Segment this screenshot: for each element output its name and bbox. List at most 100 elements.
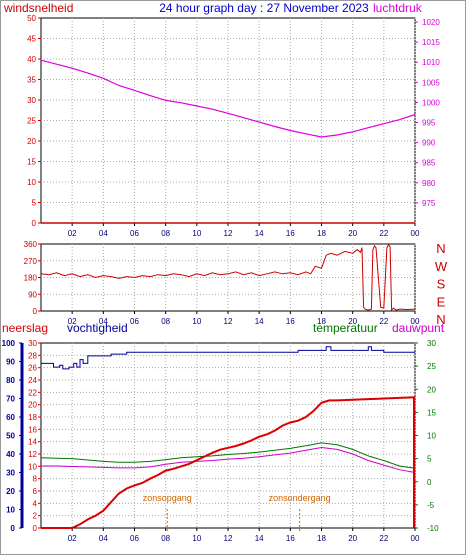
- temperature-tick-label: -5: [427, 501, 435, 510]
- wind-speed-tick-label: 50: [27, 14, 36, 23]
- dewpoint-axis-label: dauwpunt: [392, 321, 445, 335]
- pressure-tick-label: 1010: [422, 58, 440, 67]
- rain-line: [41, 396, 416, 529]
- temperature-tick-label: 5: [427, 455, 432, 464]
- humidity-tick-label: 70: [6, 395, 15, 404]
- rain-x-tick-label: 04: [99, 534, 108, 543]
- panel-wind-direction-series: [40, 244, 416, 312]
- pressure-tick-label: 1000: [422, 98, 440, 107]
- pressure-tick-label: 1015: [422, 38, 440, 47]
- pressure-tick-label: 975: [422, 199, 436, 208]
- rain-x-tick-label: 18: [317, 534, 326, 543]
- rain-tick-label: 22: [28, 388, 37, 397]
- rain-tick-label: 28: [28, 351, 37, 360]
- wind-speed-tick-label: 35: [27, 76, 36, 85]
- rain-x-tick-label: 20: [348, 534, 357, 543]
- wind-pressure-x-tick-label: 22: [379, 229, 388, 238]
- wind-pressure-x-tick-label: 06: [130, 229, 139, 238]
- panel-wind-pressure-x-axis: 02 04 06 08 10 12 14 16 18 20 22 00: [68, 223, 420, 238]
- pressure-tick-label: 980: [422, 179, 436, 188]
- wind-speed-tick-label: 10: [27, 178, 36, 187]
- rain-tick-label: 26: [28, 364, 37, 373]
- temperature-axis: -10 -5 0 5 10 15 20 25 30: [415, 339, 439, 533]
- rain-tick-label: 4: [33, 499, 38, 508]
- wind-pressure-x-tick-label: 04: [99, 229, 108, 238]
- wind-speed-tick-label: 15: [27, 158, 36, 167]
- wind-pressure-x-tick-label: 20: [348, 229, 357, 238]
- rain-tick-label: 0: [33, 524, 38, 533]
- temperature-axis-label: temperatuur: [313, 321, 378, 335]
- header-right-label: luchtdruk: [373, 1, 423, 15]
- rain-tick-label: 30: [28, 339, 37, 348]
- wind-direction-tick-label: 270: [24, 257, 38, 266]
- temperature-tick-label: 20: [427, 385, 436, 394]
- wind-pressure-x-tick-label: 08: [161, 229, 170, 238]
- humidity-axis-label: vochtigheid: [67, 321, 128, 335]
- compass-label: S: [437, 277, 446, 292]
- compass-label: W: [435, 259, 448, 274]
- temperature-line: [40, 442, 416, 469]
- panel-rain-series: [40, 346, 416, 529]
- rain-x-tick-label: 06: [130, 534, 139, 543]
- panel-wind-direction-x-axis: 02 04 06 08 10 12 14 16 18 20 22 00: [68, 311, 420, 326]
- temperature-tick-label: -10: [427, 524, 439, 533]
- rain-x-tick-label: 00: [411, 534, 420, 543]
- wind-speed-tick-label: 30: [27, 96, 36, 105]
- rain-tick-label: 16: [28, 425, 37, 434]
- wind-speed-tick-label: 40: [27, 55, 36, 64]
- panel-wind-pressure-series: [40, 59, 416, 224]
- wind-direction-x-tick-label: 22: [379, 317, 388, 326]
- wind-direction-x-tick-label: 08: [161, 317, 170, 326]
- wind-pressure-x-tick-label: 16: [286, 229, 295, 238]
- sunset-label: zonsondergang: [269, 493, 331, 503]
- wind-direction-x-tick-label: 00: [411, 317, 420, 326]
- compass-label: N: [436, 312, 445, 327]
- wind-direction-tick-label: 90: [28, 290, 37, 299]
- temperature-tick-label: 25: [427, 362, 436, 371]
- wind-pressure-x-tick-label: 02: [68, 229, 77, 238]
- wind-direction-x-tick-label: 10: [192, 317, 201, 326]
- wind-direction-x-tick-label: 16: [286, 317, 295, 326]
- sunrise-label: zonsopgang: [143, 493, 192, 503]
- humidity-tick-label: 0: [11, 524, 16, 533]
- wind-direction-tick-label: 0: [33, 307, 38, 316]
- humidity-tick-label: 40: [6, 450, 15, 459]
- rain-tick-label: 10: [28, 462, 37, 471]
- wind-speed-tick-label: 5: [32, 199, 37, 208]
- compass-label: E: [437, 294, 446, 309]
- wind-direction-tick-label: 180: [24, 274, 38, 283]
- compass-label: N: [436, 241, 445, 256]
- rain-tick-label: 14: [28, 438, 37, 447]
- humidity-tick-label: 80: [6, 376, 15, 385]
- rain-x-tick-label: 12: [224, 534, 233, 543]
- rain-tick-label: 6: [33, 487, 38, 496]
- humidity-axis: 0 10 20 30 40 50 60 70 80 90 100: [2, 339, 24, 533]
- humidity-line: [41, 346, 415, 370]
- pressure-tick-label: 990: [422, 139, 436, 148]
- wind-speed-tick-label: 0: [32, 219, 37, 228]
- rain-tick-label: 24: [28, 376, 37, 385]
- wind-direction-line: [40, 244, 416, 312]
- wind-direction-x-tick-label: 06: [130, 317, 139, 326]
- wind-pressure-x-tick-label: 12: [224, 229, 233, 238]
- wind-speed-tick-label: 45: [27, 35, 36, 44]
- rain-x-tick-label: 02: [68, 534, 77, 543]
- wind-direction-axis: 0 90 180 270 360: [24, 240, 41, 316]
- panel-wind-direction-grid: [41, 244, 416, 311]
- temperature-tick-label: 15: [427, 408, 436, 417]
- rain-x-tick-label: 22: [379, 534, 388, 543]
- panel-wind-pressure-grid: [41, 18, 416, 223]
- wind-direction-tick-label: 360: [24, 240, 38, 249]
- header-left-label: windsnelheid: [3, 1, 73, 15]
- wind-direction-x-tick-label: 18: [317, 317, 326, 326]
- rain-tick-label: 18: [28, 413, 37, 422]
- wind-speed-tick-label: 20: [27, 137, 36, 146]
- pressure-tick-label: 1005: [422, 78, 440, 87]
- wind-direction-x-tick-label: 04: [99, 317, 108, 326]
- rain-x-tick-label: 16: [286, 534, 295, 543]
- rain-x-tick-label: 10: [192, 534, 201, 543]
